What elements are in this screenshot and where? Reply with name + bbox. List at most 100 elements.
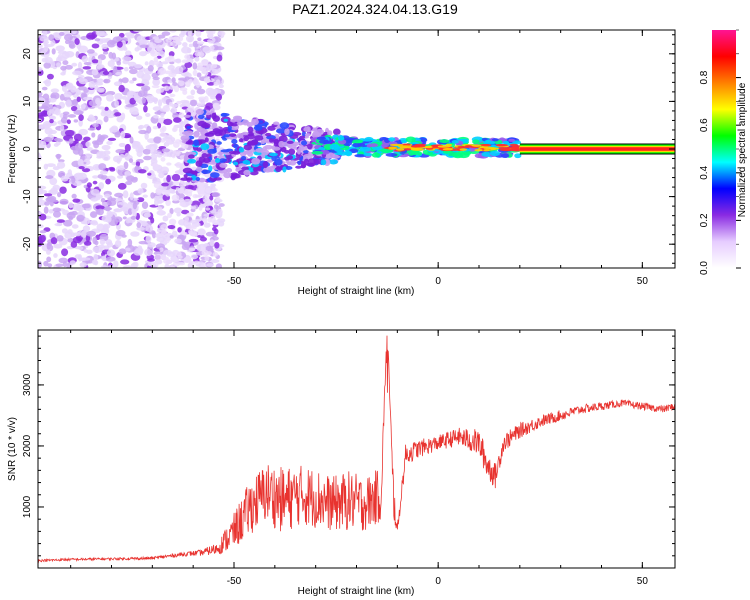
- spectrogram-cell: [91, 259, 98, 265]
- spectrogram-cell: [189, 225, 197, 230]
- spectrogram-cell: [183, 114, 191, 118]
- spectrogram-cell: [134, 47, 140, 52]
- spectrogram-cell: [241, 131, 249, 136]
- spectrogram-cell: [404, 148, 412, 151]
- snr-panel: -50 0 50 1000 2000 3000 Height of straight l…: [7, 329, 676, 597]
- spectrogram-cell: [212, 102, 220, 109]
- spectrogram-cell: [184, 216, 190, 222]
- spectrogram-cell: [195, 30, 202, 37]
- spectrogram-cell: [183, 256, 192, 264]
- snr-y-ticks: 1000 2000 3000: [22, 335, 675, 569]
- spectrogram-cell: [215, 93, 223, 101]
- spectrogram-cell: [38, 106, 44, 110]
- spectrogram-cell: [243, 169, 251, 176]
- spectrogram-cell: [113, 65, 118, 74]
- spectrogram-cell: [102, 223, 111, 229]
- spectrogram-cell: [266, 159, 274, 163]
- spectrogram-cell: [168, 265, 175, 268]
- spectrogram-cell: [183, 174, 188, 178]
- spectrogram-cell: [206, 263, 214, 267]
- spectrogram-cell: [186, 125, 192, 129]
- spectrogram-cell: [207, 216, 212, 223]
- spectrogram-cell: [311, 131, 322, 139]
- spectrogram-cell: [223, 134, 231, 138]
- spectrogram-cell: [215, 158, 221, 164]
- spectrogram-cell: [362, 138, 373, 142]
- spectrogram-cell: [138, 129, 148, 135]
- spectrogram-cell: [200, 181, 205, 185]
- spectrogram-cell: [187, 154, 195, 159]
- spectrogram-cell: [122, 56, 132, 62]
- y-tick-label: 1000: [22, 495, 33, 518]
- spectrogram-cell: [134, 165, 140, 171]
- spectrogram-cell: [140, 182, 148, 189]
- spectrogram-cell: [101, 43, 109, 50]
- spectrogram-cell: [117, 182, 127, 190]
- y-tick-label: 3000: [22, 373, 33, 396]
- spectrogram-cell: [65, 83, 72, 89]
- spectrogram-cell: [474, 148, 483, 152]
- spectrogram-cell: [115, 71, 123, 76]
- spectrogram-cell: [106, 94, 114, 102]
- spectrogram-cell: [53, 253, 58, 258]
- spectrogram-cell: [196, 88, 206, 95]
- spectrogram-cell: [167, 212, 172, 218]
- spectrogram-cell: [133, 94, 139, 101]
- spectrogram-cell: [214, 70, 219, 74]
- spectrogram-cell: [141, 221, 148, 227]
- spectrogram-cell: [159, 247, 164, 252]
- spectrogram-cell: [280, 146, 287, 153]
- spectrogram-cell: [86, 49, 95, 54]
- spectrogram-cell: [203, 198, 211, 204]
- spectrogram-cell: [233, 116, 242, 123]
- spectrogram-cell: [242, 119, 250, 126]
- spectrogram-cell: [86, 32, 96, 40]
- spectrogram-cell: [109, 167, 116, 172]
- spectrogram-cell: [45, 122, 55, 126]
- spectrogram-cell: [91, 59, 99, 64]
- spectrogram-cell: [122, 216, 127, 220]
- spectrogram-cell: [301, 140, 308, 146]
- spectrogram-cell: [66, 212, 76, 219]
- spectrogram-cell: [56, 138, 63, 143]
- spectrogram-cell: [62, 60, 69, 66]
- spectrogram-cell: [389, 143, 404, 147]
- spectrogram-cell: [152, 76, 160, 81]
- spectrogram-cell: [72, 203, 82, 211]
- spectrogram-cell: [215, 138, 220, 143]
- spectrogram-cell: [243, 144, 253, 151]
- spectrogram-cell: [201, 169, 211, 174]
- spectrogram-cell: [483, 149, 490, 152]
- spectrogram-cell: [262, 161, 269, 169]
- spectrogram-cell: [196, 72, 202, 78]
- spectrogram-cell: [168, 101, 174, 107]
- spectrogram-cell: [162, 151, 168, 158]
- spectrogram-cell: [143, 87, 148, 96]
- spectrogram-cell: [152, 78, 161, 86]
- spectrogram-cell: [213, 204, 219, 210]
- spectrogram-cell: [198, 156, 206, 163]
- spectrogram-cell: [202, 46, 212, 54]
- spectrogram-cell: [147, 64, 154, 72]
- spectrogram-cell: [217, 30, 226, 37]
- spectrogram-cell: [508, 138, 516, 142]
- colorbar-tick-label: 0.0: [699, 261, 710, 275]
- spectrogram-cell: [143, 81, 150, 86]
- spectrogram-cell: [172, 180, 180, 186]
- spectrogram-cell: [78, 119, 83, 127]
- spectrogram-cell: [78, 86, 87, 91]
- spectrogram-cell: [204, 132, 215, 137]
- spectrogram-cell: [125, 181, 133, 186]
- spectrogram-cell: [46, 195, 57, 202]
- spectrogram-cell: [128, 91, 137, 96]
- spectrogram-cell: [50, 237, 58, 245]
- spectrogram-cell: [136, 115, 143, 120]
- spectrogram-cell: [138, 124, 145, 129]
- spectrogram-cell: [165, 41, 173, 47]
- spectrogram-cell: [86, 182, 92, 188]
- spectrogram-cell: [197, 120, 207, 127]
- spectrogram-cell: [77, 61, 83, 70]
- spectrogram-cell: [169, 207, 174, 215]
- spectrogram-cell: [279, 122, 290, 130]
- spectrogram-cell: [194, 51, 202, 57]
